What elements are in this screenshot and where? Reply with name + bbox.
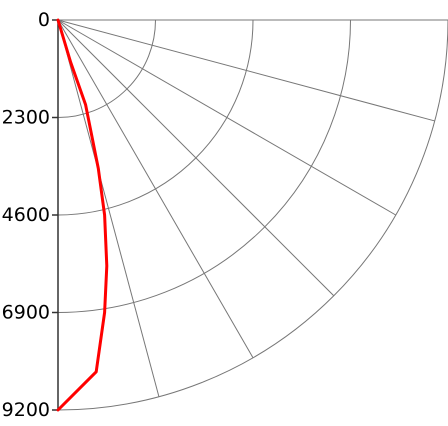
series-line	[56, 18, 109, 412]
y-tick-label: 9200	[2, 399, 50, 421]
polar-grid	[57, 19, 448, 411]
grid-radial-line	[57, 19, 254, 358]
y-tick-label: 0	[38, 9, 50, 31]
y-axis: 0 2300 4600 6900 9200	[2, 9, 59, 421]
grid-radial-line	[57, 19, 335, 297]
series-group	[56, 18, 109, 412]
grid-radial-line	[57, 19, 160, 397]
grid-radial-line	[57, 19, 396, 216]
y-tick-label: 6900	[2, 302, 50, 324]
y-tick-label: 2300	[2, 107, 50, 129]
y-tick-label: 4600	[2, 204, 50, 226]
grid-radial-line	[57, 19, 435, 122]
